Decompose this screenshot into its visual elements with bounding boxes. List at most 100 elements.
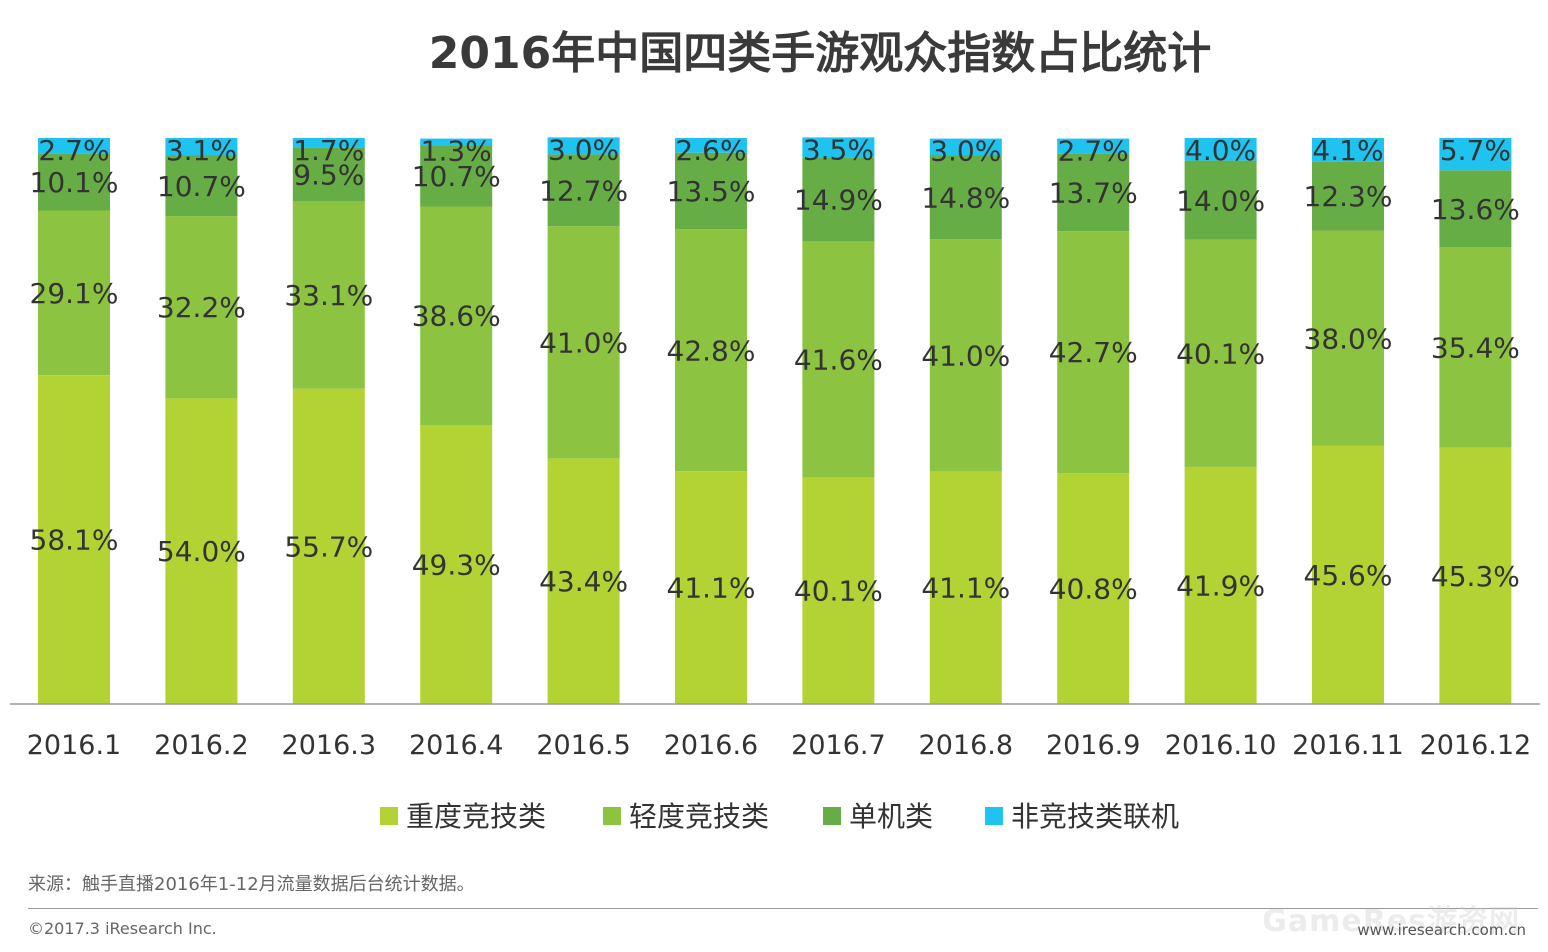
legend-swatch [985, 807, 1003, 825]
data-label: 3.1% [166, 134, 237, 167]
x-tick-label: 2016.4 [409, 730, 503, 761]
data-label: 14.9% [794, 183, 883, 216]
bar-segment [1312, 445, 1384, 704]
data-label: 41.6% [794, 343, 883, 376]
x-tick-label: 2016.2 [154, 730, 248, 761]
segment-labels-group: 58.1%29.1%10.1%2.7%54.0%32.2%10.7%3.1%55… [30, 133, 1520, 607]
bar-segment [675, 229, 747, 472]
data-label: 3.0% [930, 135, 1001, 168]
x-tick-label: 2016.11 [1292, 730, 1404, 761]
x-tick-label: 2016.7 [791, 730, 885, 761]
data-label: 10.7% [412, 160, 501, 193]
data-label: 1.3% [421, 135, 492, 168]
data-label: 9.5% [293, 159, 364, 192]
x-tick-label: 2016.3 [282, 730, 376, 761]
data-label: 2.6% [675, 134, 746, 167]
data-label: 38.6% [412, 300, 501, 333]
data-label: 41.0% [921, 339, 1010, 372]
data-label: 12.7% [539, 174, 628, 207]
data-label: 41.0% [539, 326, 628, 359]
website-link[interactable]: www.iresearch.com.cn [1357, 921, 1526, 939]
data-label: 4.0% [1185, 134, 1256, 167]
bar-segment [1439, 138, 1512, 171]
bar-segment [1184, 160, 1257, 240]
x-tick-label: 2016.9 [1046, 730, 1140, 761]
bar-segment [38, 210, 110, 376]
data-label: 42.8% [667, 334, 756, 367]
data-label: 14.8% [921, 181, 1010, 214]
stacked-bar-chart: 2016年中国四类手游观众指数占比统计 58.1%29.1%10.1%2.7%5… [10, 28, 1540, 833]
legend-label: 重度竞技类 [406, 800, 546, 833]
bar-segment [1312, 230, 1384, 446]
bar-segment [292, 138, 365, 148]
bar-segment [929, 155, 1002, 240]
bar-segment [547, 137, 620, 155]
bar-segment [292, 201, 365, 389]
copyright: ©2017.3 iResearch Inc. [28, 919, 217, 938]
data-label: 41.9% [1176, 569, 1265, 602]
data-label: 45.6% [1304, 559, 1393, 592]
data-label: 40.1% [794, 575, 883, 608]
footer-divider [28, 908, 1538, 909]
x-tick-label: 2016.6 [664, 730, 758, 761]
data-label: 42.7% [1049, 336, 1138, 369]
bar-segment [929, 471, 1002, 704]
data-label: 3.5% [803, 133, 874, 166]
data-label: 14.0% [1176, 184, 1265, 217]
data-label: 5.7% [1440, 134, 1511, 167]
data-label: 2.7% [1058, 135, 1129, 168]
bar-segment [547, 458, 620, 704]
bar-segment [292, 147, 365, 202]
x-tick-label: 2016.5 [536, 730, 630, 761]
legend-label: 单机类 [849, 800, 933, 833]
bar-segment [1312, 161, 1384, 231]
bar-segment [1057, 231, 1130, 474]
bar-segment [929, 138, 1002, 156]
data-label: 41.1% [921, 572, 1010, 605]
x-tick-label: 2016.1 [27, 730, 121, 761]
legend: 重度竞技类 轻度竞技类 单机类 非竞技类联机 [380, 800, 1179, 833]
bar-segment [547, 154, 620, 227]
legend-swatch [380, 807, 398, 825]
bar-segment [38, 153, 110, 211]
bar-segment [1439, 170, 1512, 248]
bar-segment [420, 145, 493, 207]
watermark: GameRes游资网 [1262, 904, 1520, 939]
data-label: 10.1% [30, 166, 119, 199]
data-label: 49.3% [412, 549, 501, 582]
data-label: 43.4% [539, 565, 628, 598]
data-label: 4.1% [1312, 134, 1383, 167]
source-note: 来源：触手直播2016年1-12月流量数据后台统计数据。 [28, 874, 475, 895]
legend-label: 非竞技类联机 [1011, 800, 1179, 833]
data-label: 32.2% [157, 291, 246, 324]
data-label: 54.0% [157, 535, 246, 568]
bar-segment [1312, 138, 1384, 162]
bar-segment [929, 239, 1002, 472]
data-label: 13.6% [1431, 193, 1520, 226]
legend-swatch [823, 807, 841, 825]
bar-segment [420, 425, 493, 704]
data-label: 45.3% [1431, 560, 1520, 593]
x-tick-labels-group: 2016.1 2016.2 2016.3 2016.4 2016.5 2016.6 2016… [27, 730, 1531, 761]
bar-segment [1057, 153, 1130, 232]
bar-segment [165, 155, 238, 217]
bar-segment [675, 152, 747, 230]
bar-segment [38, 138, 110, 154]
bar-segment [38, 375, 110, 704]
x-tick-label: 2016.12 [1420, 730, 1532, 761]
bar-segment [165, 216, 238, 399]
data-label: 13.5% [667, 175, 756, 208]
data-label: 38.0% [1304, 322, 1393, 355]
bar-segment [1184, 466, 1257, 704]
bars-group [38, 137, 1512, 704]
bar-segment [802, 157, 875, 242]
bar-segment [802, 241, 875, 478]
data-label: 2.7% [38, 134, 109, 167]
bar-segment [1057, 473, 1130, 704]
data-label: 40.8% [1049, 573, 1138, 606]
data-label: 29.1% [30, 277, 119, 310]
data-label: 58.1% [30, 524, 119, 557]
data-label: 40.1% [1176, 337, 1265, 370]
bar-segment [675, 471, 747, 704]
bar-segment [675, 138, 747, 153]
